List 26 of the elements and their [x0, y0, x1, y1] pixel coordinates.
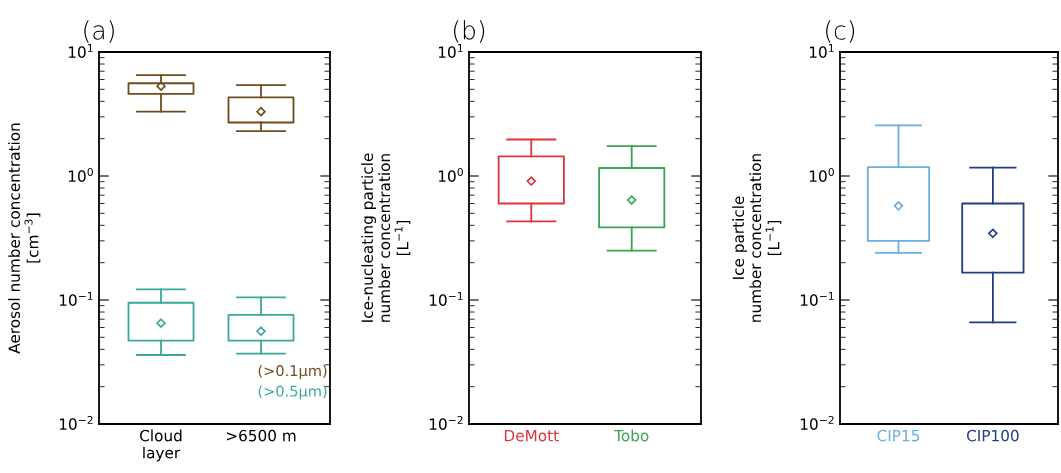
x-tick-label: CIP15	[877, 429, 920, 442]
text: (>0.5μm)	[258, 385, 327, 400]
chart-title: (b)	[454, 20, 485, 43]
y-tick-label: 10$^{−1}$	[429, 292, 463, 306]
y-axis-title: Ice particle number concentration [L$^{−1}$]	[732, 154, 782, 322]
y-tick-label: 10$^{−2}$	[429, 415, 463, 430]
x-tick-label: CIP100	[966, 429, 1019, 442]
x-tick-label: Cloud layer	[140, 429, 182, 462]
x-tick-label: DeMott	[504, 430, 559, 442]
y-tick-label: 10$^{1}$	[68, 44, 93, 58]
y-tick-label: 10$^{1}$	[438, 44, 463, 58]
y-tick-label: 10$^{−2}$	[59, 415, 93, 430]
y-tick-label: 10$^{0}$	[68, 167, 93, 182]
y-tick-label: 10$^{0}$	[809, 167, 834, 182]
y-axis-title: Ice-nucleating particle number concentration [L$^{−1}$]	[361, 153, 411, 322]
x-tick-label: Tobo	[614, 429, 649, 442]
chart-title: (c)	[826, 20, 855, 43]
y-tick-label: 10$^{0}$	[438, 167, 463, 182]
y-tick-label: 10$^{−2}$	[800, 415, 834, 430]
y-tick-label: 10$^{−1}$	[800, 292, 834, 306]
y-tick-label: 10$^{1}$	[809, 44, 834, 58]
y-tick-label: 10$^{−1}$	[59, 292, 93, 306]
y-axis-title: Aerosol number concentration [cm$^{−3}$]	[8, 123, 41, 354]
x-tick-label: >6500 m	[226, 429, 296, 442]
text: (>0.1μm)	[258, 364, 327, 379]
chart-title: (a)	[84, 20, 114, 43]
